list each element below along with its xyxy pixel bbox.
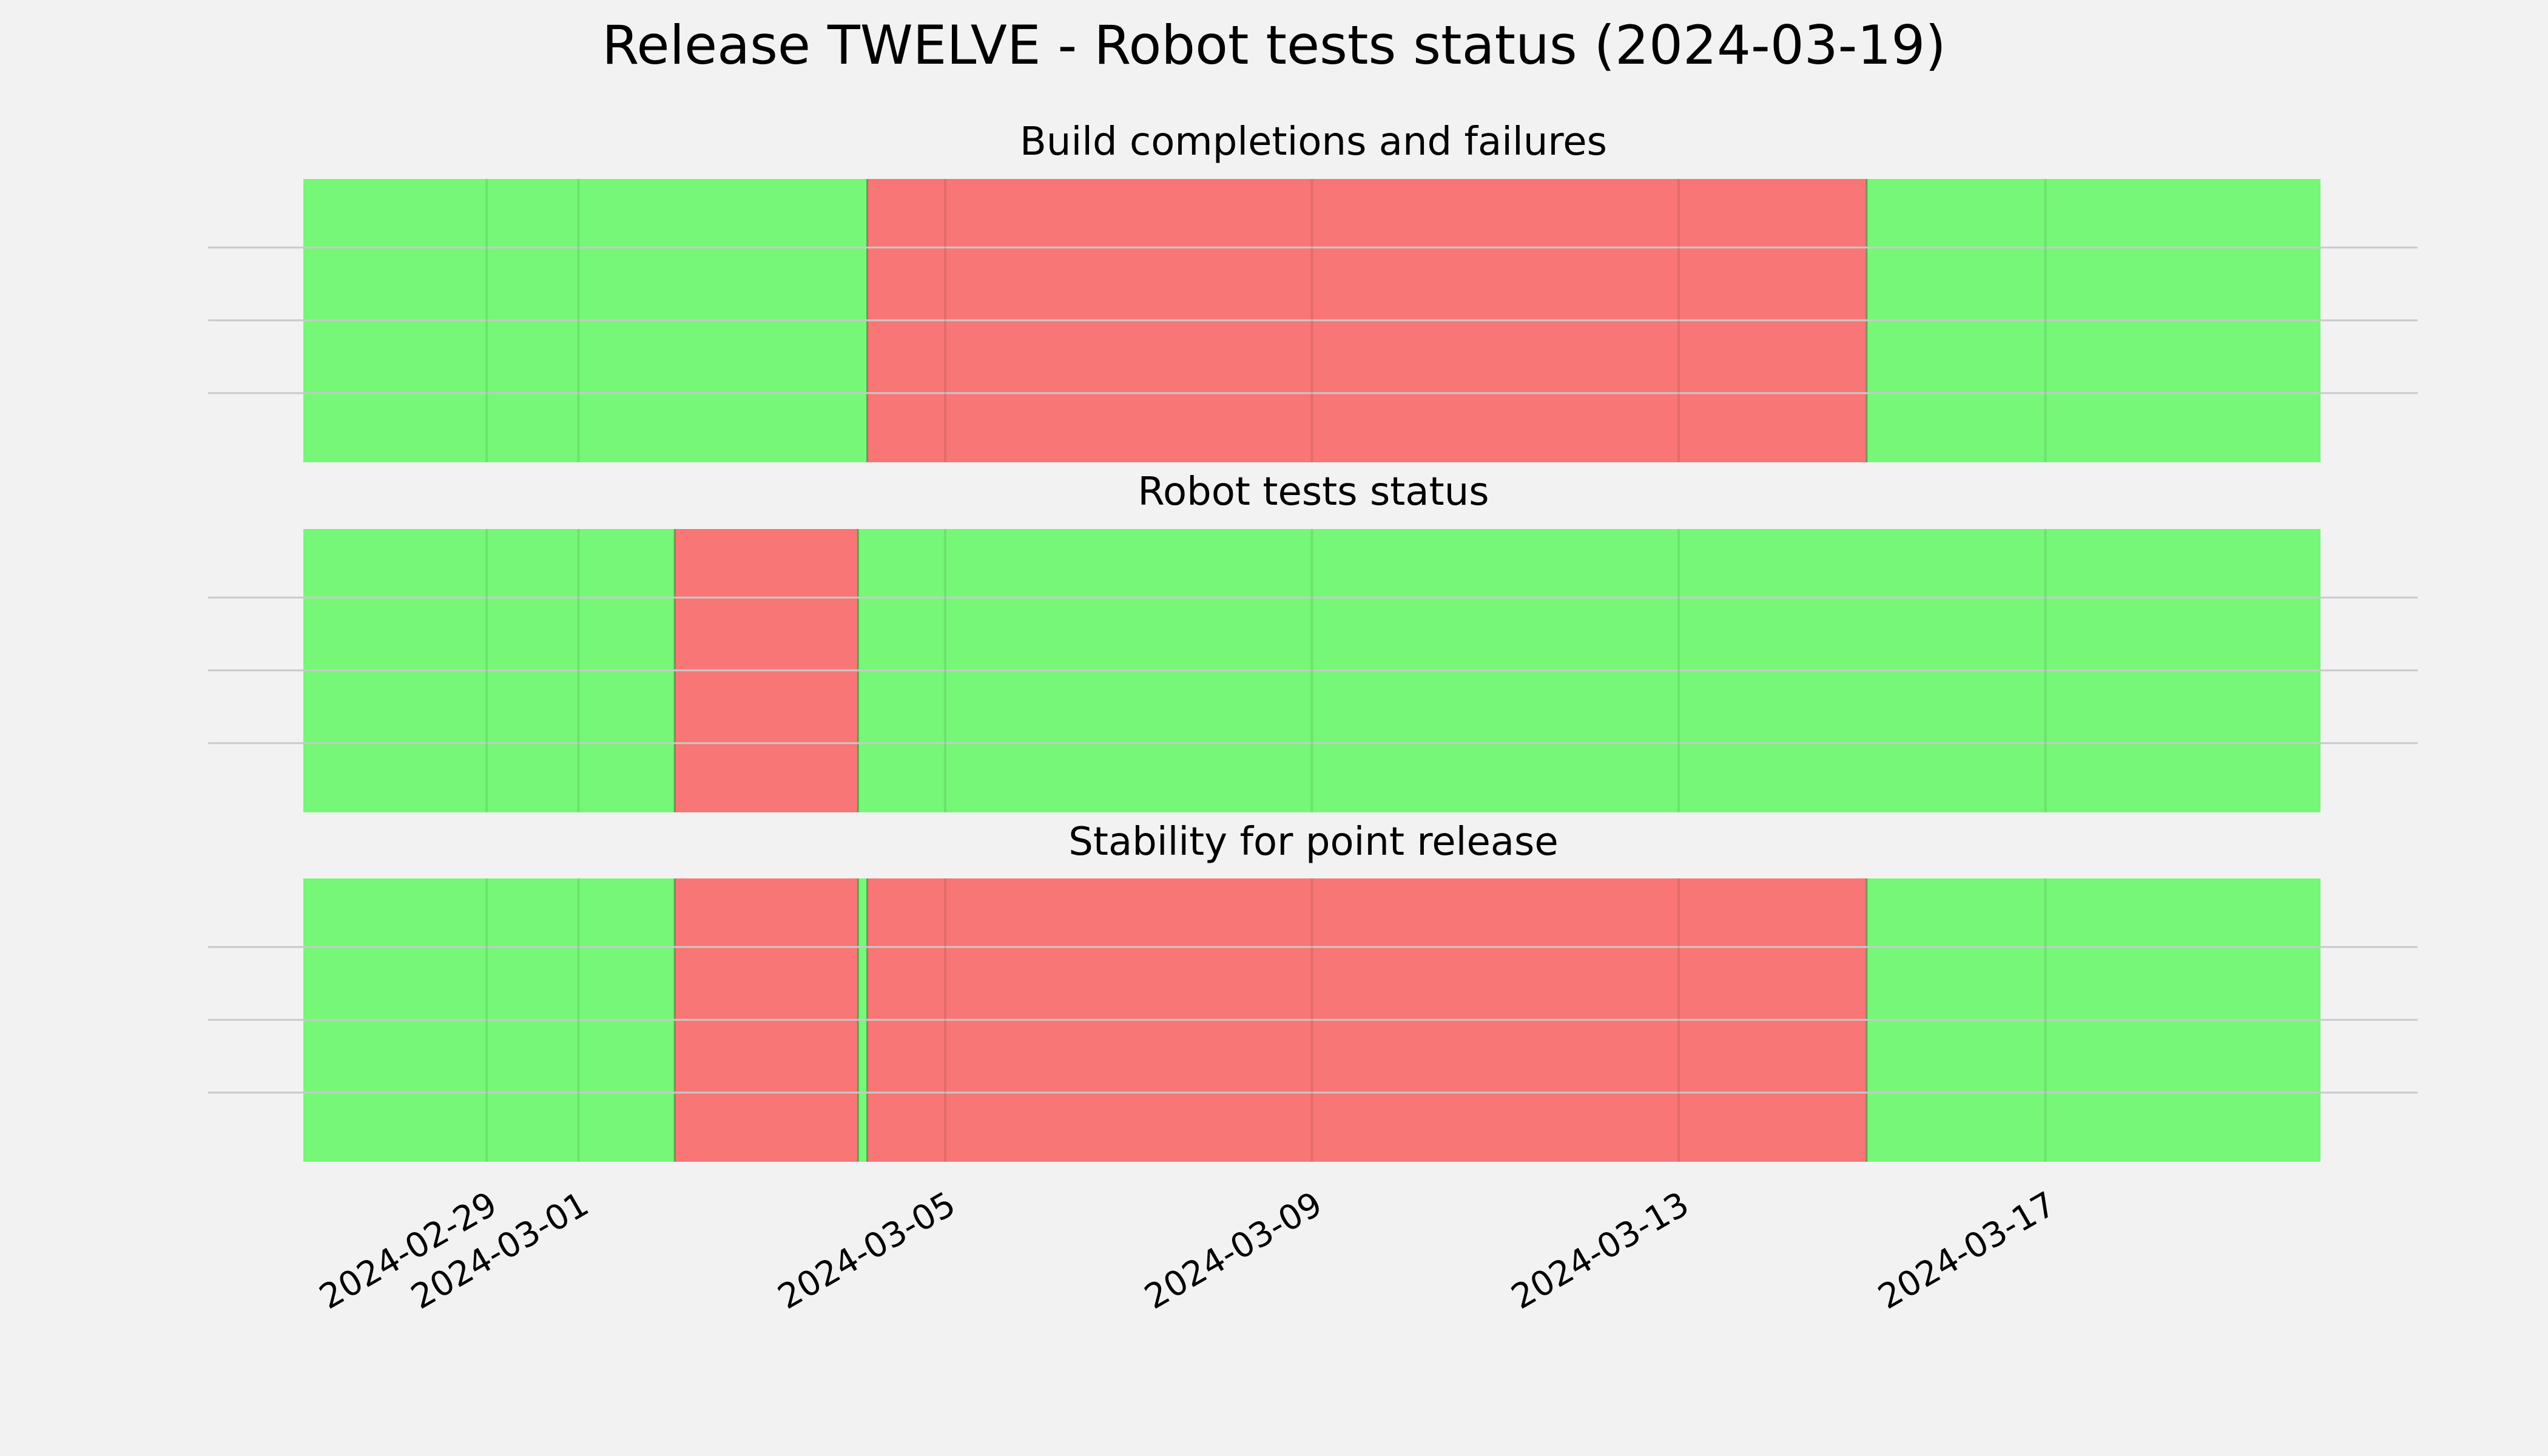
panel-title: Robot tests status bbox=[1138, 470, 1489, 514]
panel-build-completions: Build completions and failures bbox=[208, 120, 2418, 462]
panel-title: Stability for point release bbox=[1068, 820, 1559, 864]
figure-title: Release TWELVE - Robot tests status (202… bbox=[602, 14, 1946, 76]
gridlines bbox=[208, 529, 2418, 812]
panel-robot-tests: Robot tests status bbox=[208, 470, 2418, 812]
panel-title: Build completions and failures bbox=[1020, 120, 1607, 164]
gridlines bbox=[208, 878, 2418, 1162]
gridlines bbox=[208, 179, 2418, 462]
